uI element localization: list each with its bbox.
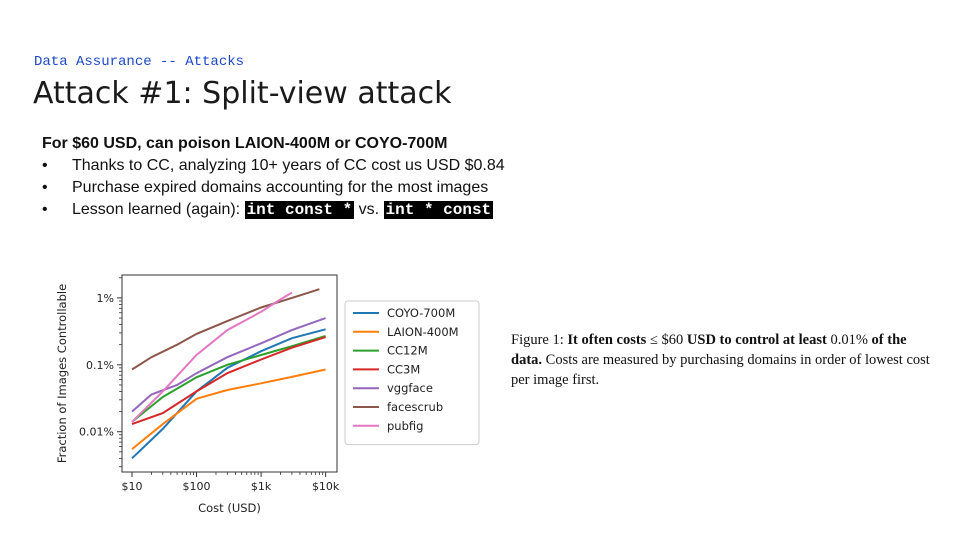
bullet-list: • Thanks to CC, analyzing 10+ years of CC… [42, 155, 505, 221]
legend-label: COYO-700M [387, 306, 455, 320]
bullet-dot-icon: • [42, 179, 48, 196]
caption-rest: Costs are measured by purchasing domains… [511, 352, 930, 388]
caption-leq: ≤ [646, 332, 662, 348]
series-line-pubfig [131, 291, 293, 423]
legend-box [344, 300, 480, 446]
caption-bold-3: of the data. [511, 332, 907, 368]
x-axis-label: Cost (USD) [198, 501, 261, 515]
bullet-text: Thanks to CC, analyzing 10+ years of CC … [72, 157, 505, 174]
bullet-text: Purchase expired domains accounting for … [72, 179, 489, 196]
bullet-item: • Purchase expired domains accounting for… [42, 177, 505, 199]
plot-frame [121, 274, 338, 473]
chart-container: $10 $100 $1k $10k 0.01% 0.1% 1% Cost (USD) Fract… [52, 272, 482, 524]
y-tick-label: 0.01% [79, 426, 114, 439]
legend-label: CC12M [387, 344, 428, 358]
caption-bold-2: USD to control at least [683, 332, 827, 348]
line-chart: $10 $100 $1k $10k 0.01% 0.1% 1% Cost (USD) Fract… [55, 274, 480, 515]
series-line-coyo-700m [131, 328, 326, 460]
headline: For $60 USD, can poison LAION-400M or CO… [42, 135, 448, 152]
y-tick-label: 1% [97, 292, 114, 305]
y-axis-label: Fraction of Images Controllable [55, 284, 69, 463]
x-tick-label: $10 [121, 480, 142, 493]
x-tick-label: $1k [251, 480, 272, 493]
bullet-text: Lesson learned (again): [72, 201, 245, 218]
series-line-cc3m [131, 336, 326, 426]
y-tick-label: 0.1% [86, 359, 114, 372]
legend-label: CC3M [387, 362, 420, 376]
legend-label: facescrub [387, 400, 443, 414]
caption-prefix: Figure 1: [511, 332, 568, 348]
section-kicker: Data Assurance -- Attacks [34, 54, 245, 70]
bullet-dot-icon: • [42, 201, 48, 218]
legend-label: LAION-400M [387, 325, 459, 339]
series-line-laion-400m [131, 368, 326, 450]
bullet-text-mid: vs. [354, 201, 384, 218]
caption-pct: 0.01% [826, 332, 868, 348]
series-line-cc12m [131, 335, 326, 423]
caption-amount: $60 [661, 332, 684, 348]
figure-caption: Figure 1: It often costs ≤ $60 USD to co… [511, 330, 931, 390]
code-snippet-2: int * const [383, 201, 494, 219]
bullet-item: • Lesson learned (again): int const * vs.… [42, 199, 505, 221]
series-line-facescrub [131, 288, 320, 371]
series-line-vggface [131, 317, 326, 413]
bullet-block: For $60 USD, can poison LAION-400M or CO… [42, 133, 505, 221]
bullet-dot-icon: • [42, 157, 48, 174]
legend-label: vggface [387, 381, 433, 395]
code-snippet-1: int const * [244, 201, 355, 219]
x-tick-label: $10k [312, 480, 340, 493]
x-tick-label: $100 [183, 480, 211, 493]
caption-bold-1: It often costs [567, 332, 647, 348]
legend-label: pubfig [387, 419, 423, 433]
slide-title: Attack #1: Split-view attack [33, 76, 452, 111]
bullet-item: • Thanks to CC, analyzing 10+ years of CC… [42, 155, 505, 177]
